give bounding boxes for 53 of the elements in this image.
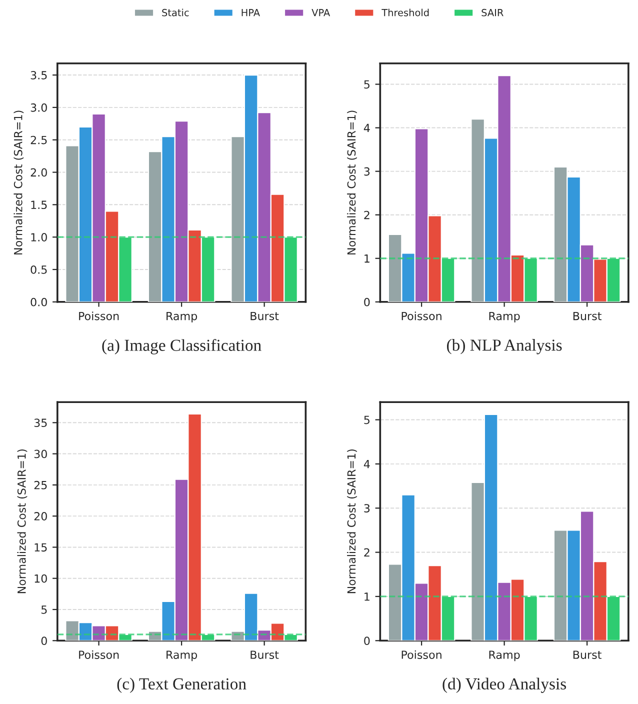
y-tick-label: 2.5 — [30, 136, 47, 144]
y-tick-label: 0 — [41, 636, 47, 646]
legend-label: Static — [162, 8, 189, 16]
y-axis-title: Normalized Cost (SAIR=1) — [347, 449, 357, 594]
x-tick-label: Ramp — [489, 650, 520, 662]
y-tick-label: 4 — [364, 460, 370, 468]
x-tick-label: Burst — [250, 650, 279, 659]
x-tick-label: Poisson — [402, 650, 442, 659]
y-tick-label: 1.5 — [31, 200, 47, 210]
y-tick-label: 30 — [34, 450, 47, 458]
y-tick-label: 25 — [34, 480, 47, 490]
y-axis-title: Normalized Cost (SAIR=1) — [17, 449, 28, 594]
y-tick-label: 4 — [364, 124, 370, 132]
y-tick-label: 20 — [34, 512, 47, 520]
x-axis-title: (d) Video Analysis — [442, 678, 566, 693]
y-tick-label: 5 — [364, 416, 370, 424]
y-tick-label: 3.0 — [30, 103, 47, 112]
y-tick-label: 35 — [34, 418, 47, 428]
y-tick-label: 5 — [364, 80, 370, 89]
legend-label: SAIR — [482, 8, 504, 16]
x-tick-label: Ramp — [166, 312, 198, 322]
y-tick-label: 0.5 — [30, 265, 47, 274]
y-tick-label: 15 — [34, 543, 47, 552]
y-tick-label: 2 — [364, 210, 370, 220]
y-tick-label: 1 — [364, 592, 370, 601]
x-axis-title: (b) NLP Analysis — [447, 339, 562, 354]
x-tick-label: Poisson — [79, 650, 119, 659]
x-tick-label: Poisson — [402, 312, 442, 320]
y-tick-label: 2 — [364, 548, 370, 557]
y-tick-label: 3.5 — [30, 71, 47, 80]
y-tick-label: 2.0 — [30, 168, 47, 177]
x-tick-label: Ramp — [166, 650, 198, 662]
x-tick-label: Burst — [573, 650, 602, 659]
x-tick-label: Burst — [573, 312, 602, 320]
legend-label: VPA — [312, 9, 330, 16]
y-tick-label: 3 — [364, 504, 370, 512]
legend-label: HPA — [242, 9, 260, 16]
y-tick-label: 0 — [364, 636, 370, 646]
y-tick-label: 0.0 — [30, 298, 47, 306]
y-tick-label: 1 — [364, 254, 370, 263]
y-tick-label: 3 — [364, 167, 370, 176]
legend-label: Threshold — [382, 8, 429, 16]
x-tick-label: Burst — [250, 312, 279, 320]
x-axis-title: (a) Image Classification — [102, 339, 262, 354]
x-tick-label: Ramp — [489, 312, 520, 322]
y-tick-label: 0 — [364, 298, 370, 306]
y-tick-label: 5 — [41, 606, 47, 614]
x-tick-label: Poisson — [79, 312, 119, 320]
y-axis-title: Normalized Cost (SAIR=1) — [14, 110, 24, 254]
x-axis-title: (c) Text Generation — [117, 678, 246, 693]
y-tick-label: 1.0 — [31, 233, 47, 242]
y-axis-title: Normalized Cost (SAIR=1) — [347, 110, 357, 254]
y-tick-label: 10 — [34, 574, 47, 583]
